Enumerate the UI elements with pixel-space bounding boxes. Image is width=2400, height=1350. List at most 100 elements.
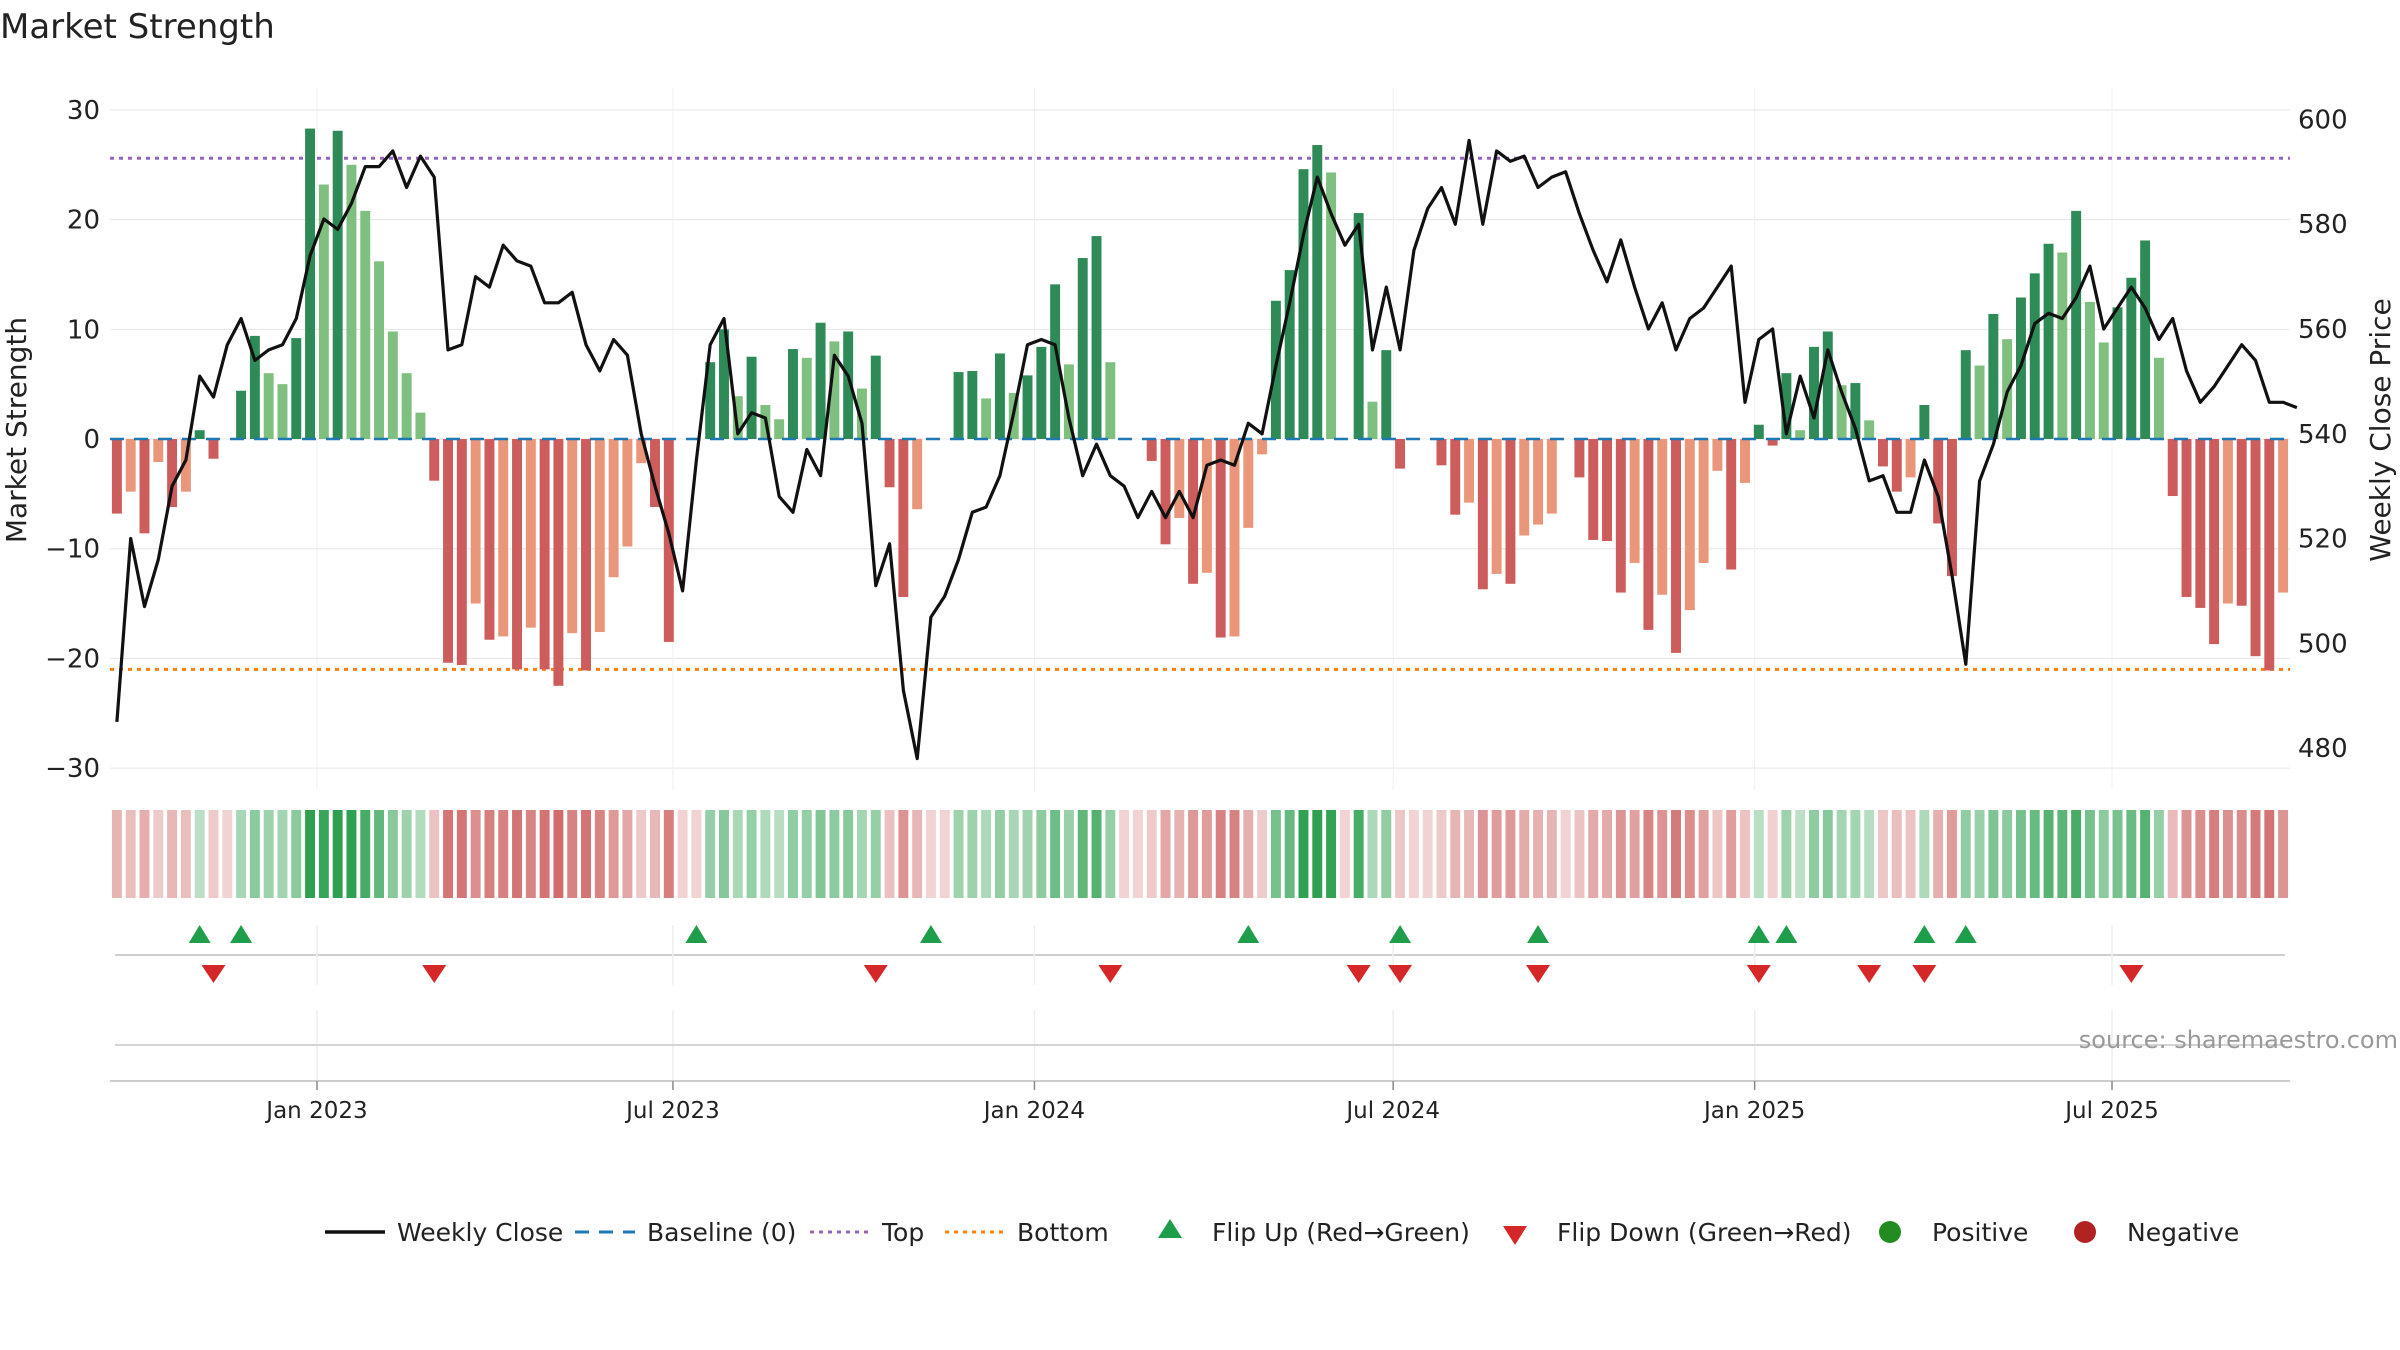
- regime-cell: [1712, 810, 1723, 898]
- strength-bar: [1519, 439, 1530, 536]
- regime-cell: [691, 810, 702, 898]
- legend-triangle-down-icon: [1503, 1226, 1527, 1245]
- regime-cell: [539, 810, 550, 898]
- strength-bar: [1822, 331, 1833, 439]
- regime-cell: [2195, 810, 2206, 898]
- regime-cell: [2222, 810, 2233, 898]
- strength-bar: [1878, 439, 1888, 467]
- regime-cell: [898, 810, 909, 898]
- regime-cell: [1933, 810, 1944, 898]
- regime-cell: [1726, 810, 1737, 898]
- y2-axis-label: Weekly Close Price: [2364, 298, 2397, 561]
- regime-cell: [429, 810, 440, 898]
- y-tick-label: 20: [67, 206, 100, 236]
- y-tick-label: 30: [67, 96, 100, 126]
- regime-cell: [1050, 810, 1061, 898]
- strength-bar: [1477, 439, 1488, 590]
- strength-bar: [1740, 439, 1750, 483]
- strength-bar: [1215, 439, 1226, 638]
- regime-cell: [1008, 810, 1019, 898]
- strength-bar: [2250, 439, 2261, 657]
- strength-bar: [1367, 401, 1378, 439]
- legend-item-flip_down: Flip Down (Green→Red): [1503, 1218, 1852, 1247]
- regime-cell: [774, 810, 785, 898]
- regime-cell: [1215, 810, 1226, 898]
- regime-cell: [1450, 810, 1461, 898]
- regime-cell: [594, 810, 605, 898]
- regime-cell: [939, 810, 950, 898]
- strength-bar: [125, 439, 136, 492]
- y2-tick-label: 560: [2298, 315, 2348, 345]
- x-tick-label: Jul 2024: [1344, 1098, 1440, 1124]
- strength-bar: [1326, 172, 1337, 439]
- strength-bar: [194, 430, 205, 439]
- regime-cell: [2278, 810, 2289, 898]
- regime-cell: [1767, 810, 1778, 898]
- legend: Weekly Close Baseline (0) Top Bottom Flip Up…: [325, 1218, 2239, 1247]
- regime-cell: [925, 810, 936, 898]
- regime-cell: [1146, 810, 1157, 898]
- strength-bar: [567, 439, 578, 634]
- strength-bar: [332, 130, 343, 439]
- strength-bar: [429, 439, 440, 481]
- regime-cell: [1436, 810, 1447, 898]
- regime-cell: [2167, 810, 2178, 898]
- strength-bar: [1988, 313, 1999, 439]
- strength-bar: [1809, 346, 1819, 439]
- regime-cell: [1919, 810, 1930, 898]
- strength-bar: [1450, 439, 1461, 515]
- regime-cell: [622, 810, 633, 898]
- regime-cell: [2140, 810, 2151, 898]
- regime-cell: [663, 810, 674, 898]
- regime-cell: [1753, 810, 1764, 898]
- x-tick-label: Jan 2023: [264, 1098, 367, 1124]
- strength-bar: [2264, 439, 2275, 671]
- regime-cell: [1505, 810, 1516, 898]
- legend-item-bottom: Bottom: [945, 1218, 1109, 1247]
- strength-bar: [953, 372, 964, 439]
- strength-bar: [1684, 439, 1695, 611]
- strength-bar: [1505, 439, 1516, 584]
- strength-bar: [153, 439, 164, 463]
- regime-cell: [208, 810, 219, 898]
- regime-cell: [1464, 810, 1475, 898]
- regime-cell: [1864, 810, 1875, 898]
- regime-cell: [1974, 810, 1985, 898]
- flip-down-marker: [863, 965, 888, 983]
- strength-bar: [1615, 439, 1626, 593]
- regime-cell: [498, 810, 509, 898]
- legend-item-weekly_close: Weekly Close: [325, 1218, 563, 1247]
- regime-cell: [1560, 810, 1571, 898]
- regime-cell: [1905, 810, 1916, 898]
- regime-cell: [1740, 810, 1750, 898]
- regime-cell: [1795, 810, 1806, 898]
- strength-bar: [456, 439, 467, 665]
- strength-bar: [2181, 439, 2192, 597]
- regime-cell: [2098, 810, 2109, 898]
- strength-bar: [815, 322, 826, 439]
- regime-cell: [2250, 810, 2261, 898]
- legend-circle-icon: [1879, 1221, 1901, 1243]
- regime-cell: [194, 810, 205, 898]
- strength-bar: [581, 439, 591, 671]
- regime-cell: [1878, 810, 1888, 898]
- strength-bar: [291, 338, 302, 439]
- legend-item-top: Top: [810, 1218, 924, 1247]
- regime-cell: [1850, 810, 1861, 898]
- strength-bar: [1574, 439, 1585, 478]
- x-tick-label: Jul 2025: [2063, 1098, 2159, 1124]
- strength-bar: [2222, 439, 2233, 604]
- strength-bar: [249, 335, 260, 439]
- strength-bar: [387, 331, 398, 439]
- flip-up-marker: [1954, 925, 1977, 943]
- y2-tick-label: 600: [2298, 105, 2348, 135]
- flip-layer: [115, 925, 2285, 985]
- flip-down-marker: [201, 965, 226, 983]
- regime-cell: [1657, 810, 1668, 898]
- regime-cell: [732, 810, 743, 898]
- regime-cell: [746, 810, 757, 898]
- legend-item-flip_up: Flip Up (Red→Green): [1158, 1218, 1470, 1247]
- chart-title: Market Strength: [0, 7, 275, 47]
- regime-cell: [263, 810, 274, 898]
- strength-bar: [2195, 439, 2206, 608]
